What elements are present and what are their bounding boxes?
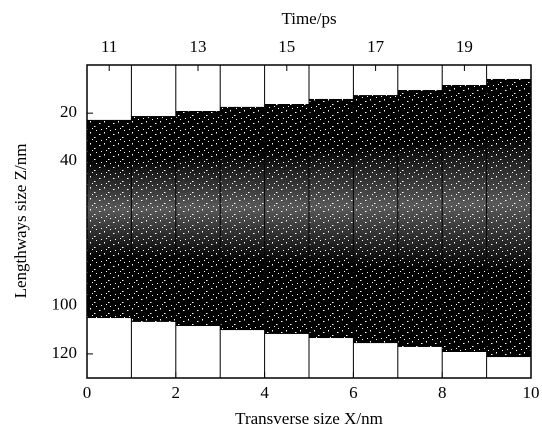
x-axis-title: Transverse size X/nm xyxy=(235,409,383,428)
x2-tick-label: 11 xyxy=(101,37,117,56)
atom-density-band xyxy=(131,116,176,322)
y-tick-label: 20 xyxy=(60,102,77,121)
x-tick-label: 8 xyxy=(438,383,447,402)
y-axis-title: Lengthways size Z/nm xyxy=(11,144,30,299)
atom-density-band xyxy=(220,106,265,331)
x2-tick-label: 17 xyxy=(367,37,385,56)
atom-density-band xyxy=(175,110,221,326)
atom-density-band xyxy=(397,90,443,347)
x-tick-label: 4 xyxy=(260,383,269,402)
x2-axis-title: Time/ps xyxy=(281,9,336,28)
atom-density-band xyxy=(442,84,487,352)
x-tick-label: 2 xyxy=(172,383,181,402)
y-tick-label: 120 xyxy=(52,343,78,362)
x2-tick-label: 15 xyxy=(278,37,295,56)
x-tick-label: 10 xyxy=(523,383,540,402)
atom-density-band xyxy=(486,78,531,358)
x-tick-label: 0 xyxy=(83,383,92,402)
plot-frame xyxy=(86,64,532,379)
x2-tick-label: 13 xyxy=(190,37,207,56)
y-tick-label: 40 xyxy=(60,150,77,169)
atom-density-band xyxy=(264,104,309,334)
atom-density-band xyxy=(309,98,354,339)
atom-density-band xyxy=(353,95,398,344)
atom-density-band xyxy=(87,119,132,319)
x-tick-label: 6 xyxy=(349,383,358,402)
y-tick-label: 100 xyxy=(52,295,78,314)
x2-tick-label: 19 xyxy=(456,37,473,56)
